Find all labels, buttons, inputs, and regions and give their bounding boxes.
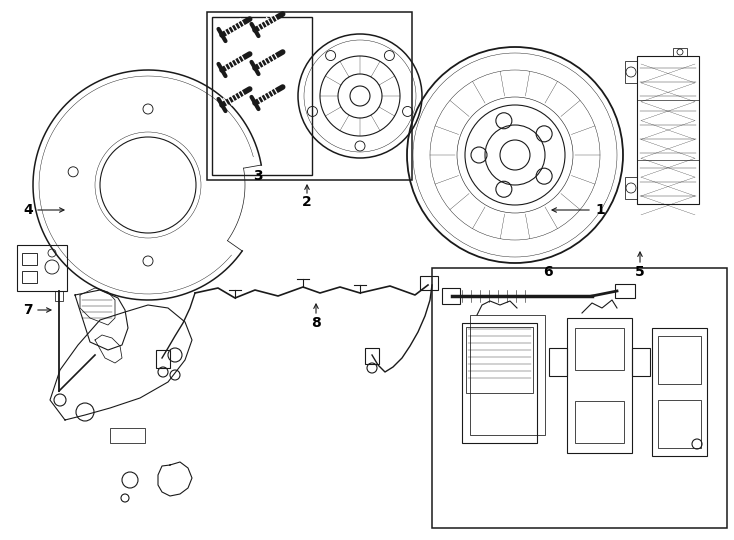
Text: 1: 1 [595,203,605,217]
Bar [652,328,707,456]
Bar [575,328,624,370]
Bar [625,61,637,83]
Text: 5: 5 [635,265,645,279]
Text: 7: 7 [23,303,33,317]
Text: 3: 3 [253,169,263,183]
Bar [17,245,67,291]
Bar [442,288,460,304]
Bar [575,401,624,443]
Bar [632,348,650,376]
Text: 2: 2 [302,195,312,209]
Bar [637,56,699,204]
Bar [420,276,438,290]
Bar [567,318,632,453]
Bar [658,336,701,384]
Text: 8: 8 [311,316,321,330]
Bar [466,327,533,393]
Bar [55,291,63,301]
Bar [365,348,379,364]
Bar [156,350,170,368]
Bar [625,177,637,199]
Text: 4: 4 [23,203,33,217]
Bar [207,12,412,180]
Text: 6: 6 [543,265,553,279]
Bar [110,428,145,443]
Bar [673,48,687,56]
Bar [615,284,635,298]
Bar [22,271,37,283]
Bar [212,17,312,175]
Bar [470,315,545,435]
Bar [549,348,567,376]
Bar [432,268,727,528]
Bar [658,400,701,448]
Bar [462,323,537,443]
Bar [22,253,37,265]
